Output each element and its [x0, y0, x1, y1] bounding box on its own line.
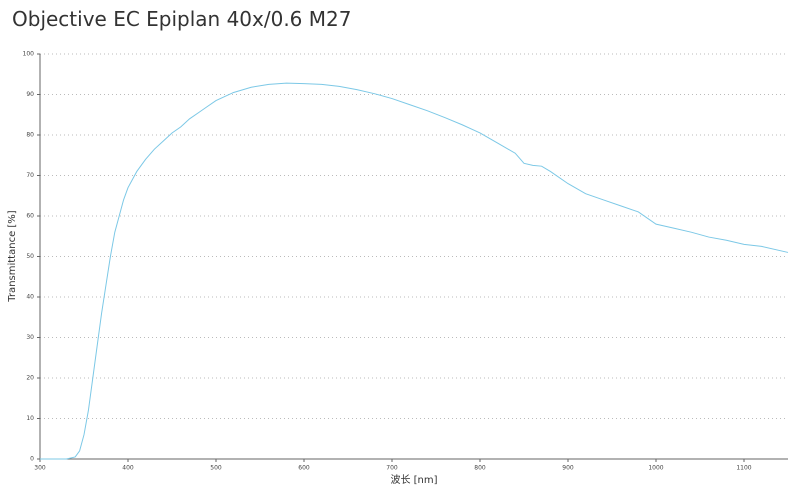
y-tick-label: 50	[26, 253, 34, 260]
x-tick-label: 500	[210, 465, 222, 472]
y-tick-label: 20	[26, 375, 34, 382]
y-tick-label: 10	[26, 415, 34, 422]
y-tick-label: 30	[26, 334, 34, 341]
x-tick-label: 600	[298, 465, 310, 472]
x-tick-label: 1100	[736, 465, 751, 472]
data-line	[40, 82, 789, 460]
y-tick-label: 70	[26, 172, 34, 179]
x-tick-label: 1000	[648, 465, 663, 472]
x-tick-label: 700	[386, 465, 398, 472]
x-axis-label: 波长 [nm]	[390, 473, 437, 486]
y-tick-label: 80	[26, 132, 34, 139]
x-tick-label: 300	[34, 465, 46, 472]
x-tick-label: 400	[122, 465, 134, 472]
x-tick-label: 800	[474, 465, 486, 472]
y-tick-label: 100	[23, 51, 35, 58]
y-tick-label: 60	[26, 213, 34, 220]
y-tick-label: 0	[30, 456, 34, 463]
y-tick-label: 40	[26, 294, 34, 301]
x-tick-label: 900	[562, 465, 574, 472]
chart-title: Objective EC Epiplan 40x/0.6 M27	[12, 7, 351, 31]
y-tick-label: 90	[26, 91, 34, 98]
y-axis-label: Transmittance [%]	[7, 210, 18, 302]
